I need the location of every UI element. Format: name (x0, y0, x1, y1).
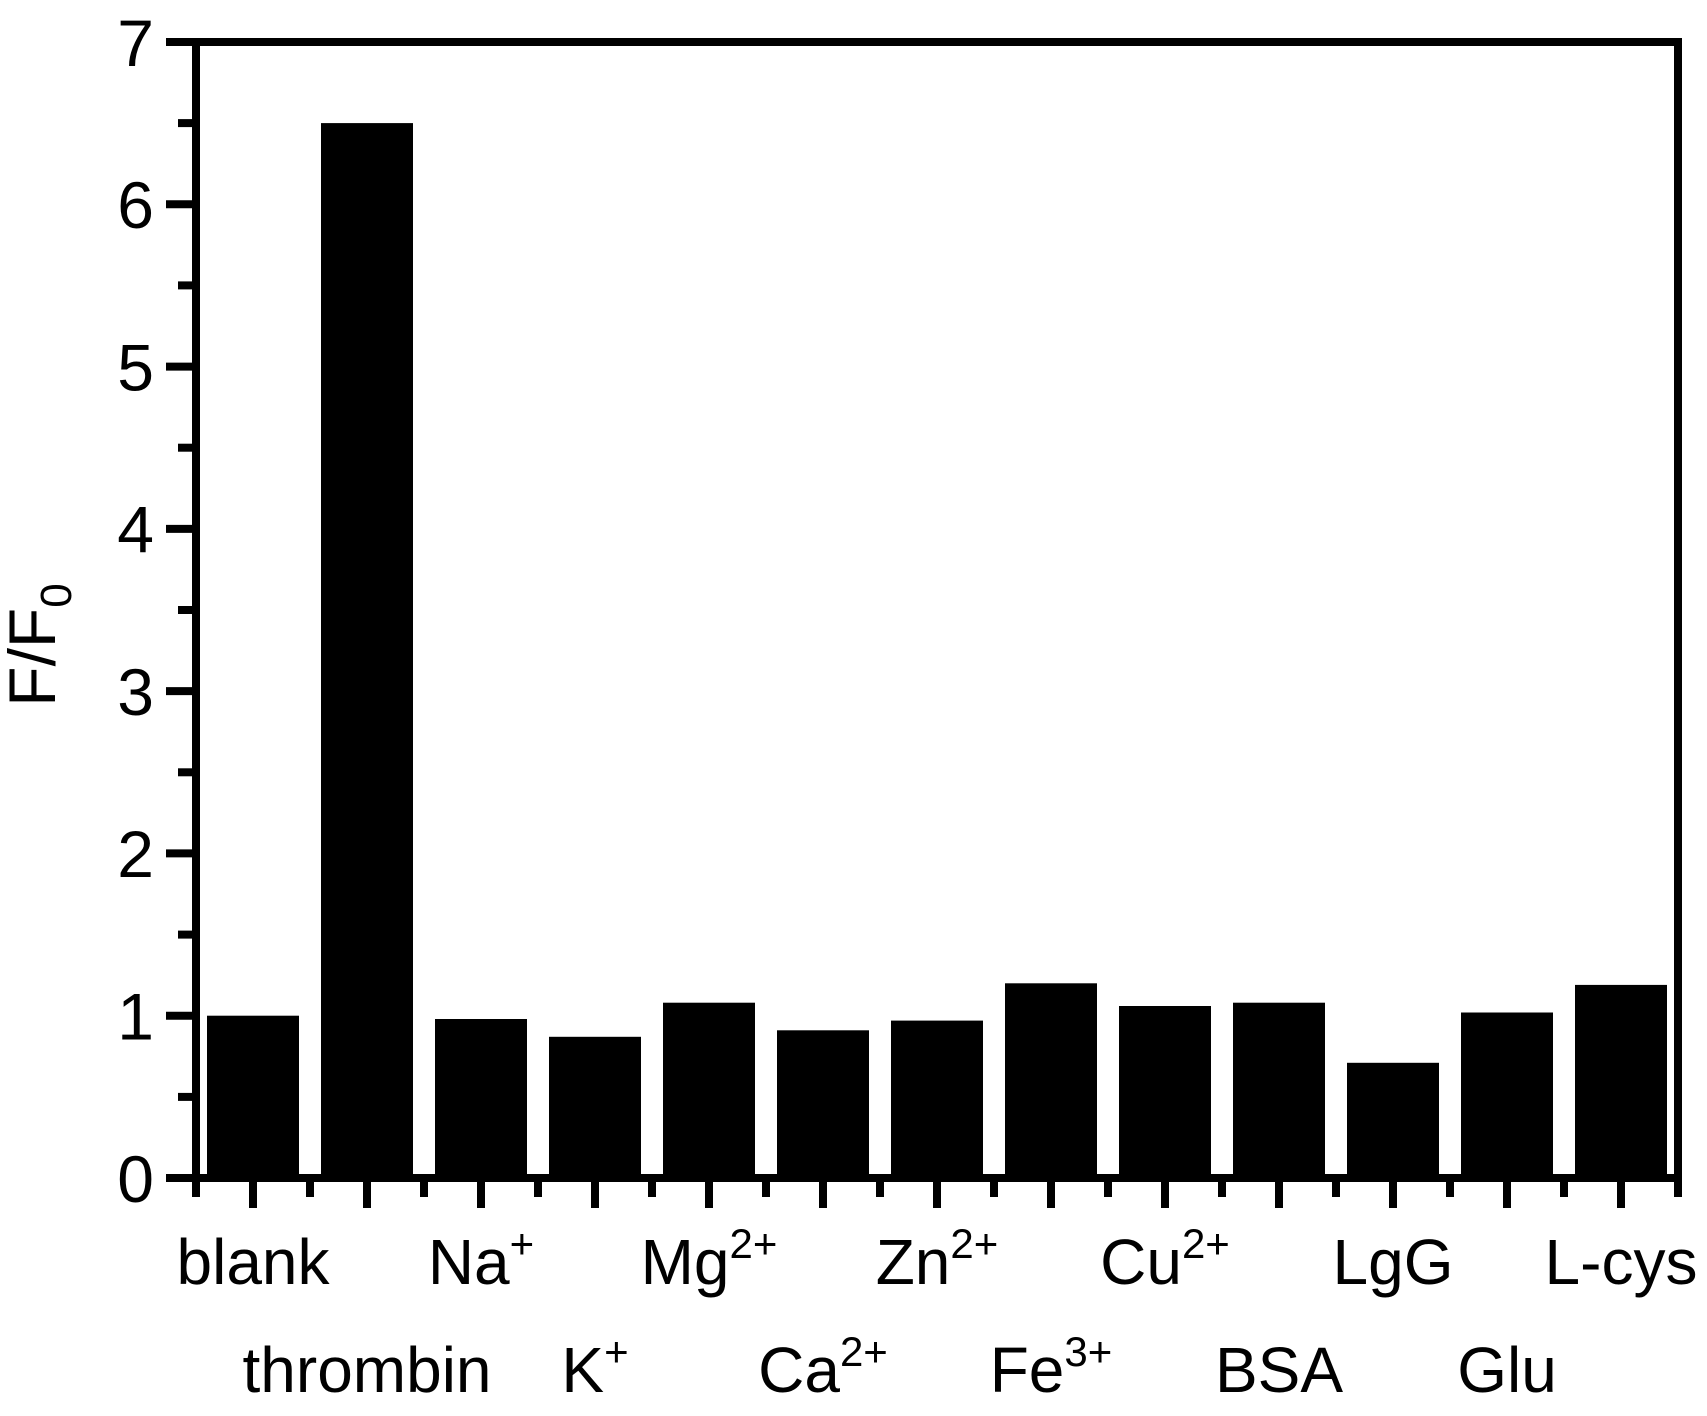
bar (1575, 984, 1667, 1178)
y-tick-label: 6 (117, 168, 154, 242)
axis-frame (192, 38, 1682, 1182)
y-tick-label: 5 (117, 330, 154, 404)
y-tick-label: 2 (117, 817, 154, 891)
bar (663, 1002, 755, 1178)
category-label: L-cys (1545, 1226, 1698, 1298)
category-label: thrombin (243, 1334, 492, 1406)
category-label-superscript: 2+ (950, 1220, 998, 1267)
y-tick-label: 3 (117, 655, 154, 729)
bar (1347, 1062, 1439, 1178)
category-label: BSA (1215, 1334, 1343, 1406)
bar (891, 1020, 983, 1178)
bar (777, 1030, 869, 1178)
category-label-superscript: 3+ (1064, 1328, 1112, 1375)
bar (549, 1036, 641, 1178)
y-tick-label: 4 (117, 493, 154, 567)
category-label-superscript: 2+ (730, 1220, 778, 1267)
bar (321, 123, 413, 1179)
category-label: blank (177, 1226, 331, 1298)
category-label-superscript: 2+ (1182, 1220, 1230, 1267)
category-label: Glu (1457, 1334, 1557, 1406)
category-label-superscript: 2+ (840, 1328, 888, 1375)
bar (1119, 1006, 1211, 1178)
bar (1461, 1012, 1553, 1178)
bar (435, 1019, 527, 1178)
y-tick-label: 7 (117, 6, 154, 80)
y-axis: 0 1 2 3 4 5 6 7 (117, 6, 192, 1216)
bar (1233, 1002, 1325, 1178)
category-label-superscript: + (604, 1328, 629, 1375)
bar (1005, 983, 1097, 1178)
bar (207, 1015, 299, 1178)
category-label: LgG (1333, 1226, 1454, 1298)
y-axis-title-subscript: 0 (32, 583, 81, 607)
category-label-superscript: + (510, 1220, 535, 1267)
y-tick-label: 1 (117, 980, 154, 1054)
x-axis (192, 1182, 1682, 1208)
bars-group (207, 123, 1667, 1179)
y-tick-label: 0 (117, 1142, 154, 1216)
